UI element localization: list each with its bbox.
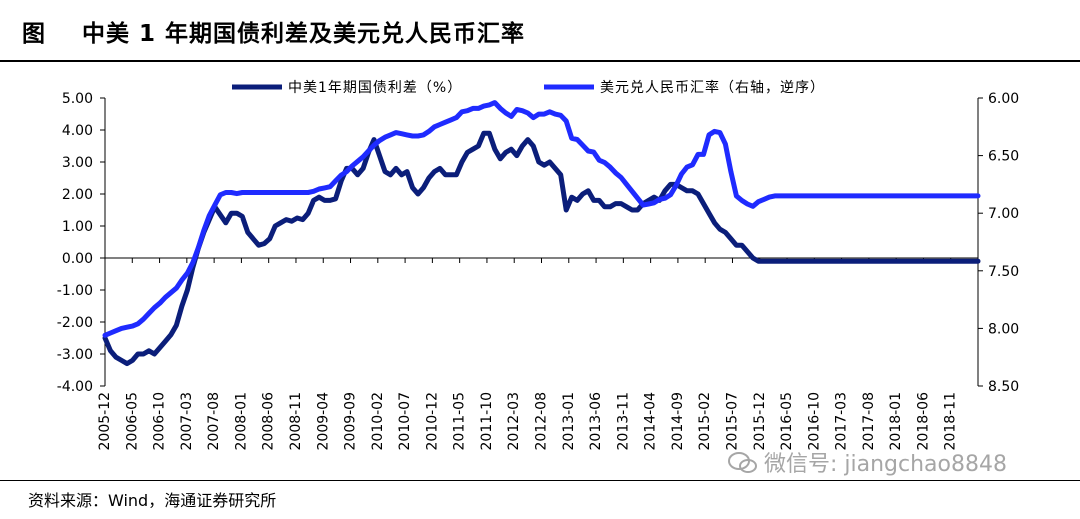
x-tick-label: 2018-01 — [888, 392, 904, 451]
chart-title: 图 中美 1 年期国债利差及美元兑人民币汇率 — [22, 21, 526, 47]
x-tick-label: 2016-05 — [779, 392, 795, 451]
x-tick-label: 2011-05 — [452, 392, 468, 451]
x-tick-label: 2007-08 — [206, 392, 222, 451]
left-tick-label: -3.00 — [57, 347, 93, 363]
x-tick-label: 2013-01 — [561, 392, 577, 451]
left-tick-label: -2.00 — [57, 315, 93, 331]
x-tick-label: 2013-11 — [615, 392, 631, 451]
left-tick-label: -1.00 — [57, 283, 93, 299]
left-tick-label: 4.00 — [62, 123, 93, 139]
x-tick-label: 2010-12 — [424, 392, 440, 451]
x-tick-label: 2015-12 — [752, 392, 768, 451]
chart-svg: 中美1年期国债利差（%） 美元兑人民币汇率（右轴，逆序） 5.00 4.00 3.0… — [57, 79, 1019, 451]
x-tick-label: 2008-01 — [233, 392, 249, 451]
x-tick-label: 2014-04 — [643, 392, 659, 451]
right-tick-label: 7.50 — [988, 264, 1019, 280]
fx-line — [102, 100, 981, 338]
left-tick-label: -4.00 — [57, 379, 93, 395]
title-bar: 图 中美 1 年期国债利差及美元兑人民币汇率 — [0, 0, 1080, 62]
x-tick-label: 2006-10 — [152, 392, 168, 451]
watermark: 微信号: jiangchao8848 — [728, 446, 1007, 478]
x-tick-label: 2018-06 — [915, 392, 931, 451]
left-tick-label: 2.00 — [62, 187, 93, 203]
legend-label-fx: 美元兑人民币汇率（右轴，逆序） — [600, 79, 825, 96]
right-tick-label: 6.00 — [988, 91, 1019, 107]
source-note: 资料来源：Wind，海通证券研究所 — [28, 491, 277, 510]
series-group — [102, 100, 981, 367]
x-tick-label: 2011-10 — [479, 392, 495, 451]
x-tick-label: 2012-08 — [534, 392, 550, 451]
legend-label-spread: 中美1年期国债利差（%） — [288, 80, 462, 96]
legend: 中美1年期国债利差（%） 美元兑人民币汇率（右轴，逆序） — [232, 79, 825, 96]
left-tick-label: 0.00 — [62, 251, 93, 267]
x-tick-label: 2007-03 — [179, 392, 195, 451]
x-tick-label: 2010-02 — [370, 392, 386, 451]
x-tick-label: 2008-11 — [288, 392, 304, 451]
left-tick-label: 5.00 — [62, 91, 93, 107]
x-tick-label: 2014-09 — [670, 392, 686, 451]
x-tick-label: 2010-07 — [397, 392, 413, 451]
x-tick-label: 2015-07 — [724, 392, 740, 451]
axes: 5.00 4.00 3.00 2.00 1.00 0.00 -1.00 -2.00 -3.00 -… — [57, 91, 1019, 451]
x-tick-label: 2017-03 — [834, 392, 850, 451]
right-tick-label: 8.00 — [988, 321, 1019, 337]
x-tick-label: 2012-03 — [506, 392, 522, 451]
right-tick-label: 8.50 — [988, 379, 1019, 395]
x-tick-label: 2016-10 — [806, 392, 822, 451]
x-tick-label: 2009-09 — [343, 392, 359, 451]
right-tick-label: 6.50 — [988, 149, 1019, 165]
left-tick-label: 1.00 — [62, 219, 93, 235]
x-tick-label: 2013-06 — [588, 392, 604, 451]
spread-line — [102, 130, 981, 367]
watermark-text: 微信号: jiangchao8848 — [764, 452, 1007, 477]
x-tick-label: 2009-04 — [315, 392, 331, 451]
x-tick-label: 2018-11 — [943, 392, 959, 451]
right-tick-label: 7.00 — [988, 206, 1019, 222]
x-tick-label: 2006-05 — [124, 392, 140, 451]
left-tick-label: 3.00 — [62, 155, 93, 171]
x-tick-label: 2005-12 — [97, 392, 113, 451]
wechat-icon — [728, 452, 757, 473]
footer-rule — [0, 480, 1080, 481]
x-tick-label: 2008-06 — [261, 392, 277, 451]
title-rule — [0, 60, 1080, 62]
x-tick-label: 2017-08 — [861, 392, 877, 451]
x-tick-label: 2015-02 — [697, 392, 713, 451]
